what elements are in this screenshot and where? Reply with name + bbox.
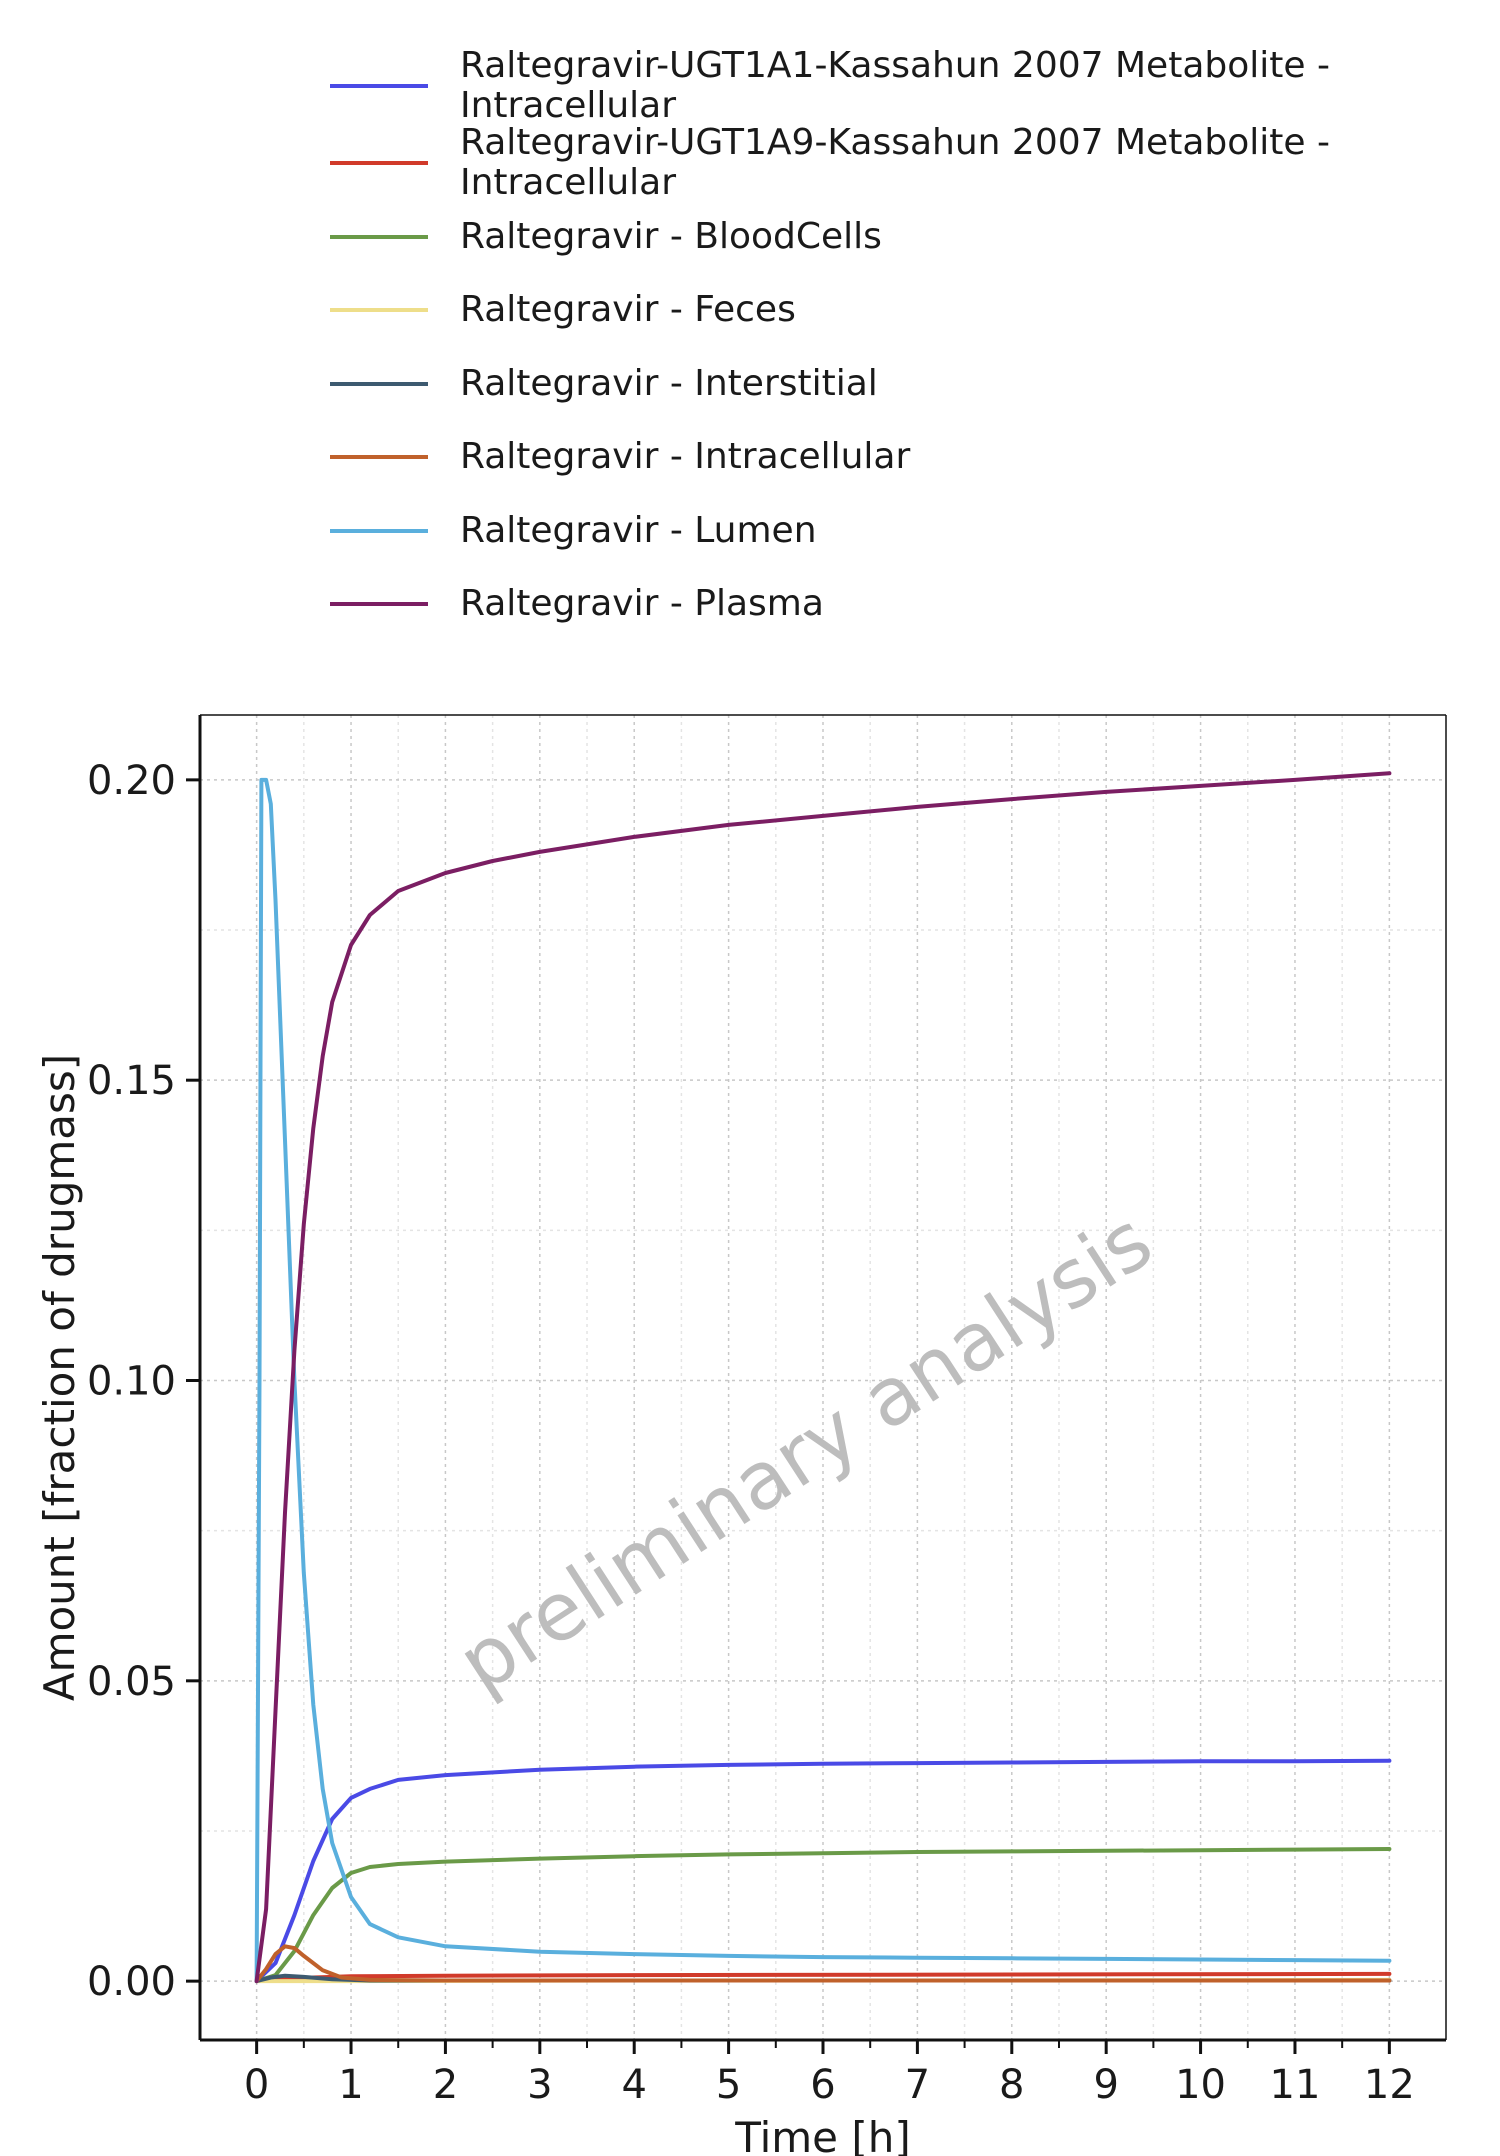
series-line xyxy=(254,1758,1392,1984)
y-axis-title: Amount [fraction of drugmass] xyxy=(35,1054,84,1701)
x-tick-label: 4 xyxy=(621,2062,646,2108)
legend-label: Raltegravir - Feces xyxy=(460,289,796,330)
legend-label: Raltegravir - Lumen xyxy=(460,510,817,551)
x-tick-label: 3 xyxy=(527,2062,552,2108)
legend-swatch xyxy=(330,455,428,459)
x-tick-label: 7 xyxy=(905,2062,930,2108)
y-tick-label: 0.10 xyxy=(87,1359,176,1405)
y-tick-label: 0.15 xyxy=(87,1058,176,1104)
legend-swatch xyxy=(330,84,428,88)
x-tick-label: 11 xyxy=(1270,2062,1321,2108)
legend-label: Raltegravir - BloodCells xyxy=(460,216,882,257)
legend-label: Raltegravir-UGT1A1-Kassahun 2007 Metabol… xyxy=(460,45,1330,126)
x-tick-label: 12 xyxy=(1364,2062,1415,2108)
x-tick-label: 1 xyxy=(338,2062,363,2108)
x-tick-label: 10 xyxy=(1175,2062,1226,2108)
legend-swatch xyxy=(330,235,428,239)
y-tick-label: 0.20 xyxy=(87,758,176,804)
legend-swatch xyxy=(330,308,428,312)
series-line xyxy=(254,1971,1392,1984)
series-line xyxy=(254,771,1392,1984)
legend-swatch xyxy=(330,382,428,386)
series-line xyxy=(254,1944,1392,1984)
legend-swatch xyxy=(330,529,428,533)
legend: Raltegravir-UGT1A1-Kassahun 2007 Metabol… xyxy=(0,0,1500,660)
legend-label: Raltegravir - Plasma xyxy=(460,583,824,624)
y-tick-label: 0.05 xyxy=(87,1659,176,1705)
series-line xyxy=(254,1847,1392,1984)
legend-swatch xyxy=(330,602,428,606)
legend-label: Raltegravir-UGT1A9-Kassahun 2007 Metabol… xyxy=(460,122,1330,203)
x-axis-title: Time [h] xyxy=(734,2113,911,2156)
x-tick-label: 2 xyxy=(433,2062,458,2108)
series-line xyxy=(254,777,1392,1984)
x-tick-label: 5 xyxy=(716,2062,741,2108)
legend-label: Raltegravir - Interstitial xyxy=(460,363,878,404)
x-tick-label: 8 xyxy=(999,2062,1024,2108)
legend-swatch xyxy=(330,161,428,165)
x-tick-label: 9 xyxy=(1093,2062,1118,2108)
legend-label: Raltegravir - Intracellular xyxy=(460,436,911,477)
x-tick-label: 0 xyxy=(244,2062,269,2108)
y-tick-label: 0.00 xyxy=(87,1959,176,2005)
x-tick-label: 6 xyxy=(810,2062,835,2108)
